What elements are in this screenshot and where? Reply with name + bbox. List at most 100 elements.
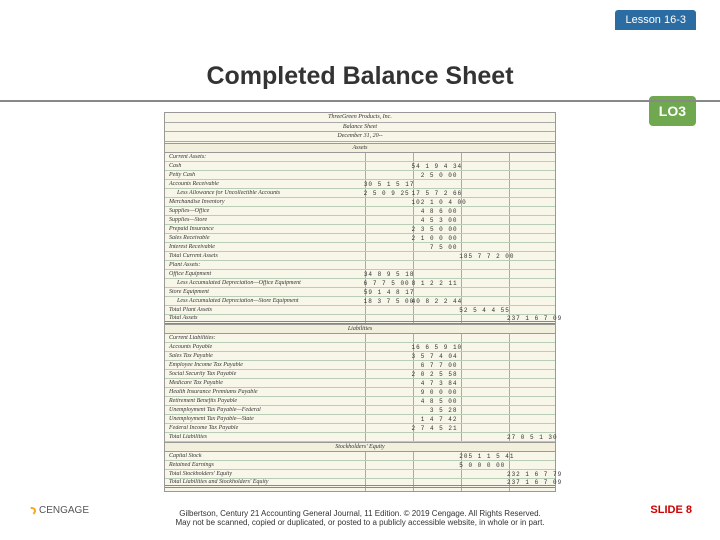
row-label: Accounts Receivable: [165, 181, 364, 187]
amount-cell: 2 7 4 5 21: [412, 425, 460, 432]
table-row: Total Liabilities and Stockholders' Equi…: [165, 479, 555, 488]
table-row: Supplies—Store 4 5 3 00: [165, 216, 555, 225]
table-row: Current Assets:: [165, 153, 555, 162]
amount-cell: 52 5 4 4 55: [459, 307, 507, 314]
amount-cell: 205 1 1 5 41: [459, 453, 507, 460]
row-label: Sales Tax Payable: [165, 353, 364, 359]
sheet-company: ThreeGreen Products, Inc.: [165, 113, 555, 123]
table-row: Unemployment Tax Payable—State 1 4 7 42: [165, 415, 555, 424]
table-row: Cash54 1 9 4 34: [165, 162, 555, 171]
balance-sheet: ThreeGreen Products, Inc. Balance Sheet …: [164, 112, 556, 492]
amount-cell: 4 7 3 84: [412, 380, 460, 387]
table-row: Office Equipment34 8 9 5 18: [165, 270, 555, 279]
row-label: Federal Income Tax Payable: [165, 425, 364, 431]
table-row: Less Accumulated Depreciation—Office Equ…: [165, 279, 555, 288]
amount-cell: 2 0 2 5 58: [412, 371, 460, 378]
table-row: Social Security Tax Payable 2 0 2 5 58: [165, 370, 555, 379]
sheet-report: Balance Sheet: [165, 123, 555, 133]
row-label: Plant Assets:: [165, 262, 364, 268]
logo-icon: [27, 505, 37, 515]
row-label: Current Assets:: [165, 154, 364, 160]
row-label: Current Liabilities:: [165, 335, 364, 341]
amount-cell: 30 5 1 5 17: [364, 181, 412, 188]
row-label: Unemployment Tax Payable—State: [165, 416, 364, 422]
row-label: Less Accumulated Depreciation—Store Equi…: [165, 298, 364, 304]
row-label: Capital Stock: [165, 453, 364, 459]
table-row: Retirement Benefits Payable 4 8 5 00: [165, 397, 555, 406]
table-row: Total Current Assets185 7 7 2 00: [165, 252, 555, 261]
amount-cell: 40 8 2 2 44: [412, 298, 460, 305]
rows-container: AssetsCurrent Assets:Cash54 1 9 4 34Pett…: [165, 143, 555, 488]
row-label: Merchandise Inventory: [165, 199, 364, 205]
row-label: Health Insurance Premiums Payable: [165, 389, 364, 395]
table-row: Total Assets 237 1 6 7 09: [165, 315, 555, 324]
amount-cell: 3 5 28: [412, 407, 460, 414]
amount-cell: 2 5 0 9 25: [364, 190, 412, 197]
row-label: Less Allowance for Uncollectible Account…: [165, 190, 364, 196]
amount-cell: 17 5 7 2 66: [412, 190, 460, 197]
logo-text: CENGAGE: [39, 505, 89, 516]
table-row: Total Liabilities 27 0 5 1 30: [165, 433, 555, 442]
amount-cell: 1 4 7 42: [412, 416, 460, 423]
table-row: Less Accumulated Depreciation—Store Equi…: [165, 297, 555, 306]
table-row: Health Insurance Premiums Payable 9 0 0 0…: [165, 388, 555, 397]
title-rule: [0, 100, 720, 102]
table-row: Total Plant Assets 52 5 4 4 55: [165, 306, 555, 315]
amount-cell: 18 3 7 5 00: [364, 298, 412, 305]
row-label: Total Current Assets: [165, 253, 364, 259]
amount-cell: 16 6 5 9 10: [412, 344, 460, 351]
page-title: Completed Balance Sheet: [0, 62, 720, 91]
table-row: Accounts Payable16 6 5 9 10: [165, 343, 555, 352]
amount-cell: 102 1 0 4 00: [412, 199, 460, 206]
amount-cell: 4 8 6 00: [412, 208, 460, 215]
amount-cell: 7 5 00: [412, 244, 460, 251]
row-label: Employee Income Tax Payable: [165, 362, 364, 368]
amount-cell: 6 7 7 5 00: [364, 280, 412, 287]
section-header: Stockholders' Equity: [165, 442, 555, 452]
amount-cell: 8 1 2 2 11: [412, 280, 460, 287]
row-label: Total Stockholders' Equity: [165, 471, 364, 477]
copyright-footer: Gilbertson, Century 21 Accounting Genera…: [120, 509, 600, 528]
row-label: Cash: [165, 163, 364, 169]
table-row: Sales Receivable 2 1 0 0 00: [165, 234, 555, 243]
row-label: Store Equipment: [165, 289, 364, 295]
lesson-tag: Lesson 16-3: [615, 10, 696, 30]
amount-cell: 27 0 5 1 30: [507, 434, 555, 441]
table-row: Less Allowance for Uncollectible Account…: [165, 189, 555, 198]
table-row: Sales Tax Payable 3 5 7 4 04: [165, 352, 555, 361]
table-row: Unemployment Tax Payable—Federal3 5 28: [165, 406, 555, 415]
table-row: Medicare Tax Payable 4 7 3 84: [165, 379, 555, 388]
table-row: Prepaid Insurance2 3 5 0 00: [165, 225, 555, 234]
cengage-logo: CENGAGE: [28, 505, 89, 516]
row-label: Total Plant Assets: [165, 307, 364, 313]
row-label: Total Liabilities and Stockholders' Equi…: [165, 479, 364, 485]
amount-cell: 9 0 0 00: [412, 389, 460, 396]
row-label: Sales Receivable: [165, 235, 364, 241]
footer-line-2: May not be scanned, copied or duplicated…: [120, 518, 600, 528]
amount-cell: 59 1 4 8 17: [364, 289, 412, 296]
row-label: Supplies—Office: [165, 208, 364, 214]
table-row: Federal Income Tax Payable 2 7 4 5 21: [165, 424, 555, 433]
table-row: Retained Earnings5 0 0 0 00: [165, 461, 555, 470]
table-row: Total Stockholders' Equity232 1 6 7 79: [165, 470, 555, 479]
row-label: Medicare Tax Payable: [165, 380, 364, 386]
row-label: Total Assets: [165, 315, 364, 321]
amount-cell: 2 1 0 0 00: [412, 235, 460, 242]
row-label: Office Equipment: [165, 271, 364, 277]
row-label: Total Liabilities: [165, 434, 364, 440]
amount-cell: 3 5 7 4 04: [412, 353, 460, 360]
amount-cell: 237 1 6 7 09: [507, 315, 555, 322]
row-label: Supplies—Store: [165, 217, 364, 223]
table-row: Supplies—Office 4 8 6 00: [165, 207, 555, 216]
amount-cell: 5 0 0 0 00: [459, 462, 507, 469]
footer-line-1: Gilbertson, Century 21 Accounting Genera…: [120, 509, 600, 519]
amount-cell: 2 3 5 0 00: [412, 226, 460, 233]
row-label: Social Security Tax Payable: [165, 371, 364, 377]
section-header: Liabilities: [165, 324, 555, 334]
amount-cell: 4 5 3 00: [412, 217, 460, 224]
amount-cell: 4 8 5 00: [412, 398, 460, 405]
table-row: Interest Receivable7 5 00: [165, 243, 555, 252]
row-label: Retirement Benefits Payable: [165, 398, 364, 404]
amount-cell: 237 1 6 7 09: [507, 479, 555, 486]
table-row: Employee Income Tax Payable6 7 7 00: [165, 361, 555, 370]
